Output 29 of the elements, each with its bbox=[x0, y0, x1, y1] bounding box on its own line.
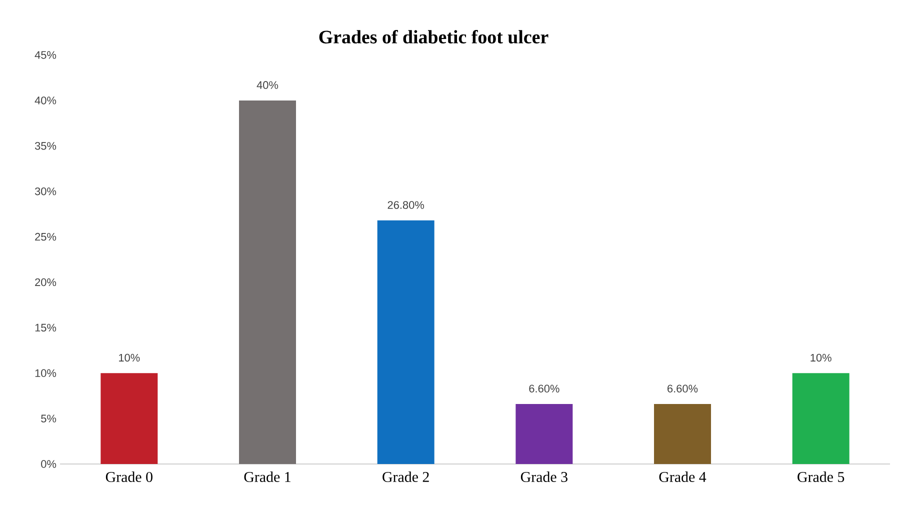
x-tick-label: Grade 4 bbox=[659, 472, 706, 482]
x-tick-label: Grade 0 bbox=[106, 472, 152, 482]
y-tick-label: 40% bbox=[34, 96, 56, 104]
data-label: 26.80% bbox=[388, 201, 424, 209]
bar bbox=[516, 404, 573, 464]
data-label: 6.60% bbox=[529, 384, 560, 392]
bar bbox=[239, 100, 296, 464]
y-tick-label: 15% bbox=[35, 324, 56, 332]
y-tick-label: 35% bbox=[34, 142, 56, 150]
x-tick-label: Grade 3 bbox=[520, 472, 568, 482]
bar bbox=[100, 373, 158, 464]
y-tick-label: 25% bbox=[35, 232, 56, 241]
bar bbox=[792, 373, 850, 464]
bar bbox=[654, 404, 712, 464]
y-tick-label: 0% bbox=[41, 460, 56, 468]
data-label: 10% bbox=[119, 354, 140, 362]
y-tick-label: 45% bbox=[34, 51, 56, 59]
data-label: 10% bbox=[810, 354, 832, 362]
y-tick-label: 10% bbox=[35, 369, 56, 377]
y-tick-label: 30% bbox=[34, 187, 56, 196]
data-label: 6.60% bbox=[668, 384, 698, 392]
chart-title: Grades of diabetic foot ulcer bbox=[319, 30, 548, 44]
x-tick-label: Grade 2 bbox=[382, 472, 429, 482]
x-tick-label: Grade 5 bbox=[798, 472, 844, 482]
data-label: 40% bbox=[256, 81, 278, 89]
y-tick-label: 20% bbox=[35, 278, 56, 286]
x-tick-label: Grade 1 bbox=[244, 472, 290, 482]
y-tick-label: 5% bbox=[41, 414, 56, 422]
bar bbox=[377, 220, 434, 464]
